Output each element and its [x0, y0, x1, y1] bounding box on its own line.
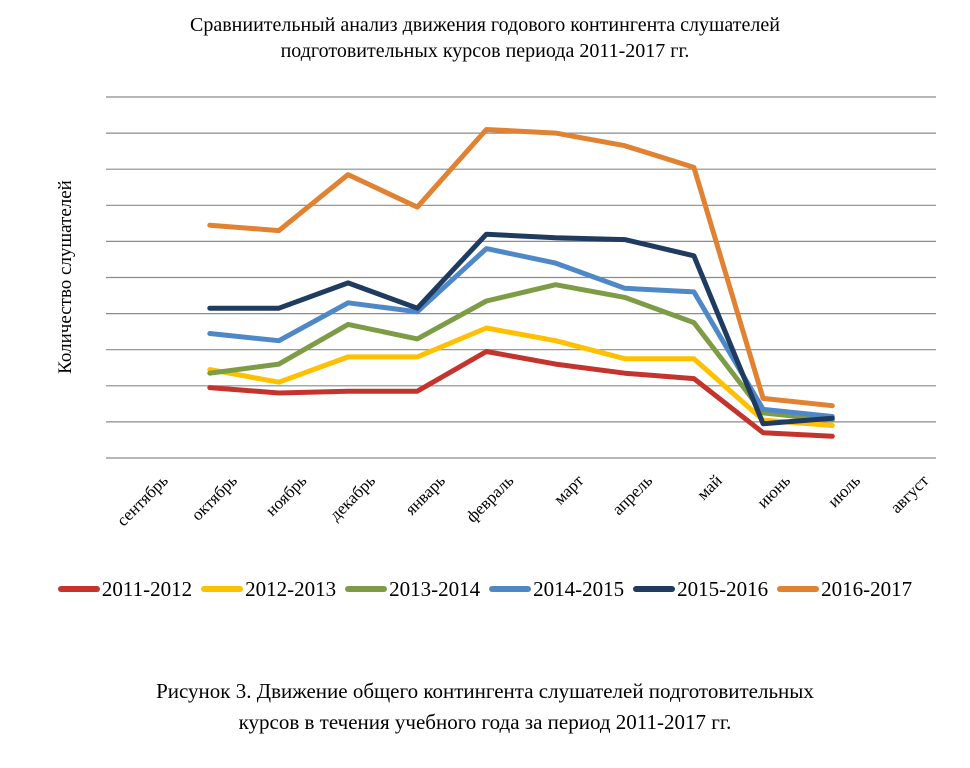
legend-item-2012-2013: 2012-2013: [201, 577, 336, 601]
legend-item-2011-2012: 2011-2012: [57, 577, 193, 601]
legend-swatch-2011-2012: [57, 586, 100, 592]
series-line-2012-2013: [207, 325, 835, 428]
series-line-2013-2014: [207, 282, 835, 423]
legend-label-2011-2012: 2011-2012: [101, 577, 193, 601]
series-line-2015-2016: [207, 231, 835, 427]
figure-caption-line2: курсов в течения учебного года за период…: [238, 710, 732, 734]
legend-swatch-2014-2015: [489, 586, 532, 592]
legend-item-2014-2015: 2014-2015: [489, 577, 624, 601]
legend-label-2013-2014: 2013-2014: [389, 577, 481, 601]
series-line-2014-2015: [207, 246, 835, 419]
legend-swatch-2013-2014: [345, 586, 388, 592]
chart-title: Сравниительный анализ движения годового …: [0, 12, 970, 64]
legend-label-2016-2017: 2016-2017: [821, 577, 913, 601]
legend-swatch-2015-2016: [633, 586, 676, 592]
legend-item-2015-2016: 2015-2016: [633, 577, 768, 601]
chart-legend: 2011-2012 2012-2013 2013-2014 2014-2015 2015…: [0, 577, 970, 601]
series-line-2011-2012: [207, 349, 835, 439]
legend-item-2016-2017: 2016-2017: [777, 577, 912, 601]
legend-item-2013-2014: 2013-2014: [345, 577, 480, 601]
legend-swatch-2012-2013: [201, 586, 244, 592]
legend-label-2015-2016: 2015-2016: [677, 577, 769, 601]
figure-caption: Рисунок 3. Движение общего контингента с…: [0, 676, 970, 738]
legend-label-2012-2013: 2012-2013: [245, 577, 337, 601]
series-line-2016-2017: [207, 127, 835, 409]
legend-swatch-2016-2017: [777, 586, 820, 592]
chart-title-line1: Сравниительный анализ движения годового …: [190, 14, 780, 36]
chart-title-line2: подготовительных курсов периода 2011-201…: [280, 40, 690, 62]
figure-caption-line1: Рисунок 3. Движение общего контингента с…: [156, 679, 814, 703]
legend-label-2014-2015: 2014-2015: [533, 577, 625, 601]
